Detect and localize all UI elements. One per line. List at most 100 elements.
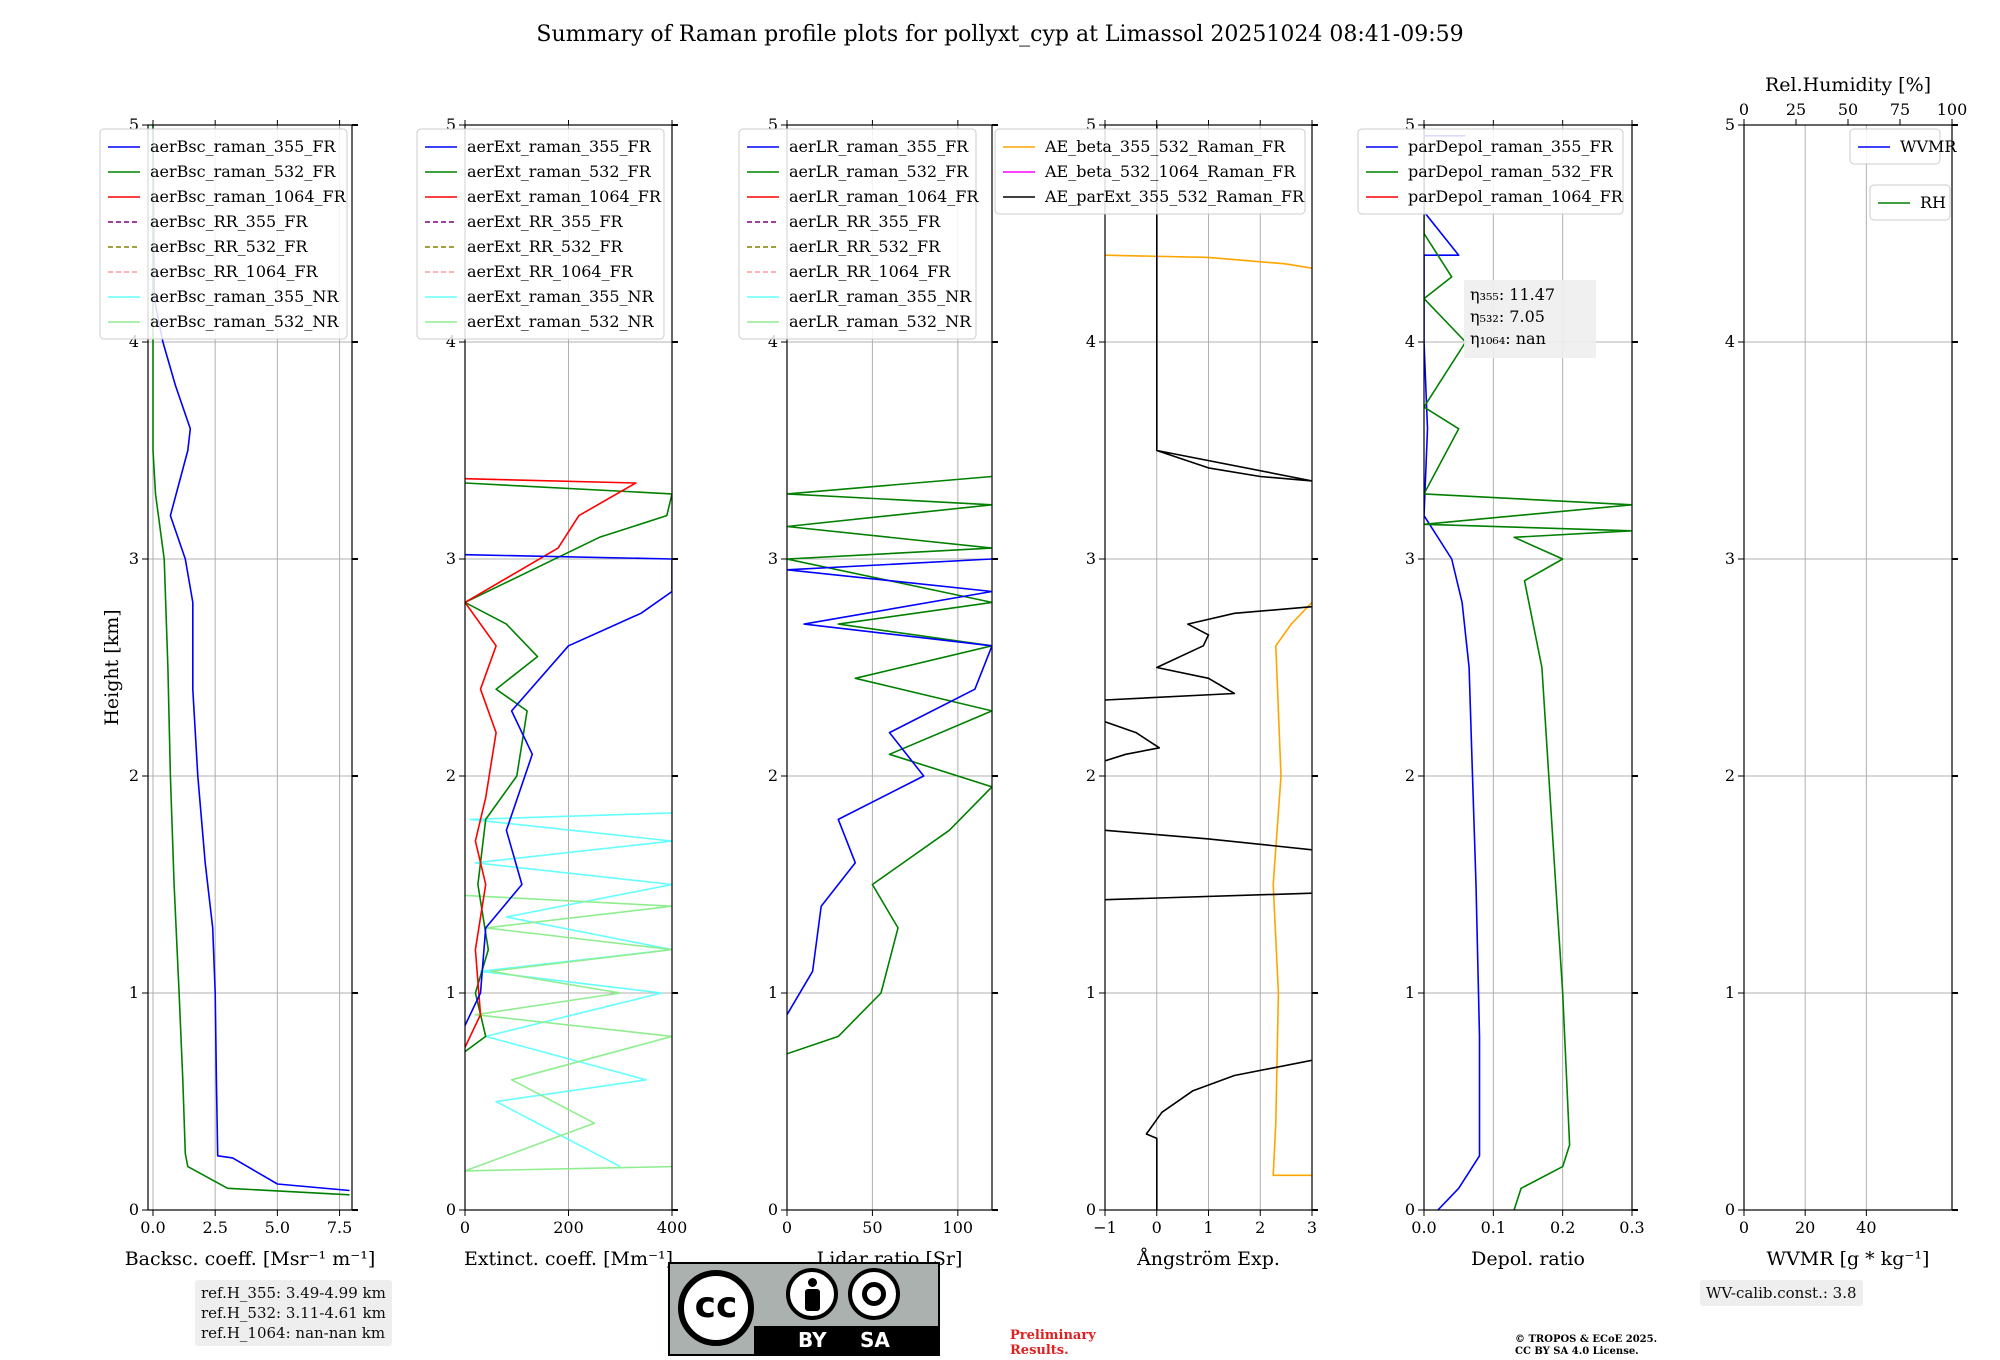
legend-entry: aerLR_raman_532_NR bbox=[789, 312, 972, 331]
series-line-parDepol_raman_532_FR bbox=[1424, 125, 1632, 1210]
legend-entry: aerExt_raman_532_FR bbox=[467, 162, 652, 181]
badge-label-by: BY bbox=[798, 1328, 827, 1352]
y-tick-label: 1 bbox=[129, 983, 139, 1002]
series-line-aerExt_raman_532_NR bbox=[465, 894, 672, 1172]
annotation-frame bbox=[1464, 280, 1596, 358]
legend-entry: aerBsc_RR_355_FR bbox=[150, 212, 308, 231]
series-group bbox=[1105, 125, 1312, 1210]
panel-ext: 0 200 400 0 1 2 3 4 5 Extinct. coeff. [Mm⁻¹] aerEx… bbox=[416, 115, 688, 1270]
legend-entry: aerBsc_raman_355_NR bbox=[150, 287, 339, 306]
y-tick-label: 1 bbox=[1725, 983, 1735, 1002]
x-tick-label: 0.0 bbox=[1411, 1218, 1436, 1237]
legend-entry: aerExt_raman_355_FR bbox=[467, 137, 652, 156]
y-tick-label: 1 bbox=[1086, 983, 1096, 1002]
annotation-line: η₃₅₅: 11.47 bbox=[1470, 285, 1555, 304]
series-group bbox=[465, 477, 672, 1172]
annotation-line: η₁₀₆₄: nan bbox=[1470, 329, 1546, 348]
y-tick-label: 0 bbox=[129, 1200, 139, 1219]
y-tick-label: 0 bbox=[446, 1200, 456, 1219]
preliminary-note: Preliminary Results. bbox=[1010, 1328, 1096, 1358]
y-tick-label: 3 bbox=[446, 549, 456, 568]
top-x-tick-label: 100 bbox=[1937, 100, 1968, 119]
badge-label-sa: SA bbox=[860, 1328, 890, 1352]
x-tick-label: 0.3 bbox=[1619, 1218, 1644, 1237]
legend-entry: aerBsc_RR_532_FR bbox=[150, 237, 308, 256]
x-tick-label: 0.0 bbox=[140, 1218, 165, 1237]
legend-entry: aerExt_RR_355_FR bbox=[467, 212, 624, 231]
legend-ae: AE_beta_355_532_Raman_FR AE_beta_532_1064… bbox=[994, 128, 1306, 215]
legend-entry: aerLR_RR_532_FR bbox=[789, 237, 941, 256]
y-tick-label: 5 bbox=[446, 115, 456, 134]
top-x-tick-label: 25 bbox=[1786, 100, 1806, 119]
badge-label-bar bbox=[754, 1326, 938, 1354]
series-line-AE_parExt_355_532_Raman_FR_e bbox=[1105, 605, 1312, 701]
axes-frame bbox=[1743, 124, 1953, 1211]
y-tick-label: 3 bbox=[1405, 549, 1415, 568]
y-tick-label: 0 bbox=[1086, 1200, 1096, 1219]
legend-entry: aerBsc_RR_1064_FR bbox=[150, 262, 319, 281]
x-tick-label: 2 bbox=[1255, 1218, 1265, 1237]
legend-frame bbox=[416, 128, 665, 340]
series-line-AE_parExt_355_532_Raman_FR_b bbox=[1105, 892, 1312, 901]
legend-entry: AE_beta_532_1064_Raman_FR bbox=[1044, 162, 1296, 181]
x-axis-label: WVMR [g * kg⁻¹] bbox=[1767, 1248, 1930, 1270]
legend-lr: aerLR_raman_355_FR aerLR_raman_532_FR aerL… bbox=[738, 128, 979, 340]
panel-depol: 0.0 0.1 0.2 0.3 0 1 2 3 4 5 Depol. ratio parDepol_r… bbox=[1357, 115, 1645, 1270]
cc-logo-text: cc bbox=[694, 1285, 738, 1326]
series-line-aerBsc_raman_532_FR bbox=[152, 125, 350, 1196]
legend-bsc: aerBsc_raman_355_FR aerBsc_raman_532_FRae… bbox=[99, 128, 348, 340]
top-x-tick-label: 75 bbox=[1890, 100, 1910, 119]
x-tick-label: 400 bbox=[657, 1218, 688, 1237]
preliminary-line1: Preliminary bbox=[1010, 1328, 1096, 1343]
series-line-aerBsc_raman_355_FR bbox=[152, 125, 350, 1192]
preliminary-line2: Results. bbox=[1010, 1343, 1069, 1358]
legend-frame bbox=[99, 128, 348, 340]
copyright-line1: © TROPOS & ECoE 2025. bbox=[1515, 1334, 1658, 1345]
x-tick-label: 2.5 bbox=[202, 1218, 227, 1237]
series-line-AE_parExt_355_532_Raman_FR_f bbox=[1156, 125, 1312, 482]
legend-entry: aerBsc_raman_532_NR bbox=[150, 312, 339, 331]
legend-entry: WVMR bbox=[1900, 137, 1957, 156]
x-tick-label: 5.0 bbox=[265, 1218, 290, 1237]
sa-share-icon bbox=[848, 1268, 900, 1320]
y-tick-label: 4 bbox=[446, 332, 456, 351]
ref-height-532: ref.H_532: 3.11-4.61 km bbox=[201, 1304, 386, 1322]
ref-heights-note: ref.H_355: 3.49-4.99 km ref.H_532: 3.11-… bbox=[195, 1280, 392, 1346]
x-tick-label: 50 bbox=[862, 1218, 882, 1237]
y-tick-label: 1 bbox=[768, 983, 778, 1002]
legend-entry: aerLR_raman_1064_FR bbox=[789, 187, 979, 206]
y-tick-label: 3 bbox=[1725, 549, 1735, 568]
y-tick-label: 2 bbox=[446, 766, 456, 785]
x-axis-label: Depol. ratio bbox=[1471, 1248, 1585, 1270]
y-tick-label: 4 bbox=[768, 332, 778, 351]
copyright-line2: CC BY SA 4.0 License. bbox=[1515, 1346, 1639, 1357]
x-axis-label: Extinct. coeff. [Mm⁻¹] bbox=[464, 1248, 673, 1270]
by-person-icon bbox=[786, 1268, 838, 1320]
y-tick-label: 4 bbox=[129, 332, 139, 351]
top-x-tick-label: 0 bbox=[1739, 100, 1749, 119]
wv-calib-note: WV-calib.const.: 3.8 bbox=[1700, 1280, 1863, 1306]
cc-license-badge: cc BY SA bbox=[668, 1262, 940, 1356]
y-tick-label: 3 bbox=[129, 549, 139, 568]
y-tick-label: 5 bbox=[1725, 115, 1735, 134]
y-tick-label: 3 bbox=[768, 549, 778, 568]
cc-logo-icon: cc bbox=[678, 1270, 754, 1346]
panel-wv: 0 20 40 0 1 2 3 4 5 WVMR [g * kg⁻¹] 0 25 50 75 100 Rel.… bbox=[1725, 74, 1967, 1270]
legend-entry: parDepol_raman_355_FR bbox=[1408, 137, 1614, 156]
axes-frame bbox=[1423, 124, 1633, 1211]
legend-entry: aerExt_RR_1064_FR bbox=[467, 262, 634, 281]
x-tick-label: 1 bbox=[1203, 1218, 1213, 1237]
y-tick-label: 4 bbox=[1405, 332, 1415, 351]
legend-entry: aerLR_raman_532_FR bbox=[789, 162, 969, 181]
x-axis-label: Backsc. coeff. [Msr⁻¹ m⁻¹] bbox=[125, 1248, 376, 1270]
y-tick-label: 0 bbox=[1725, 1200, 1735, 1219]
legend-entry: aerBsc_raman_355_FR bbox=[150, 137, 336, 156]
x-tick-label: 0 bbox=[782, 1218, 792, 1237]
legend-frame bbox=[1357, 128, 1624, 215]
series-group bbox=[1424, 125, 1632, 1210]
legend-frame bbox=[738, 128, 977, 340]
y-tick-label: 4 bbox=[1725, 332, 1735, 351]
legend-entry: aerExt_raman_532_NR bbox=[467, 312, 655, 331]
figure-title: Summary of Raman profile plots for polly… bbox=[536, 22, 1464, 47]
